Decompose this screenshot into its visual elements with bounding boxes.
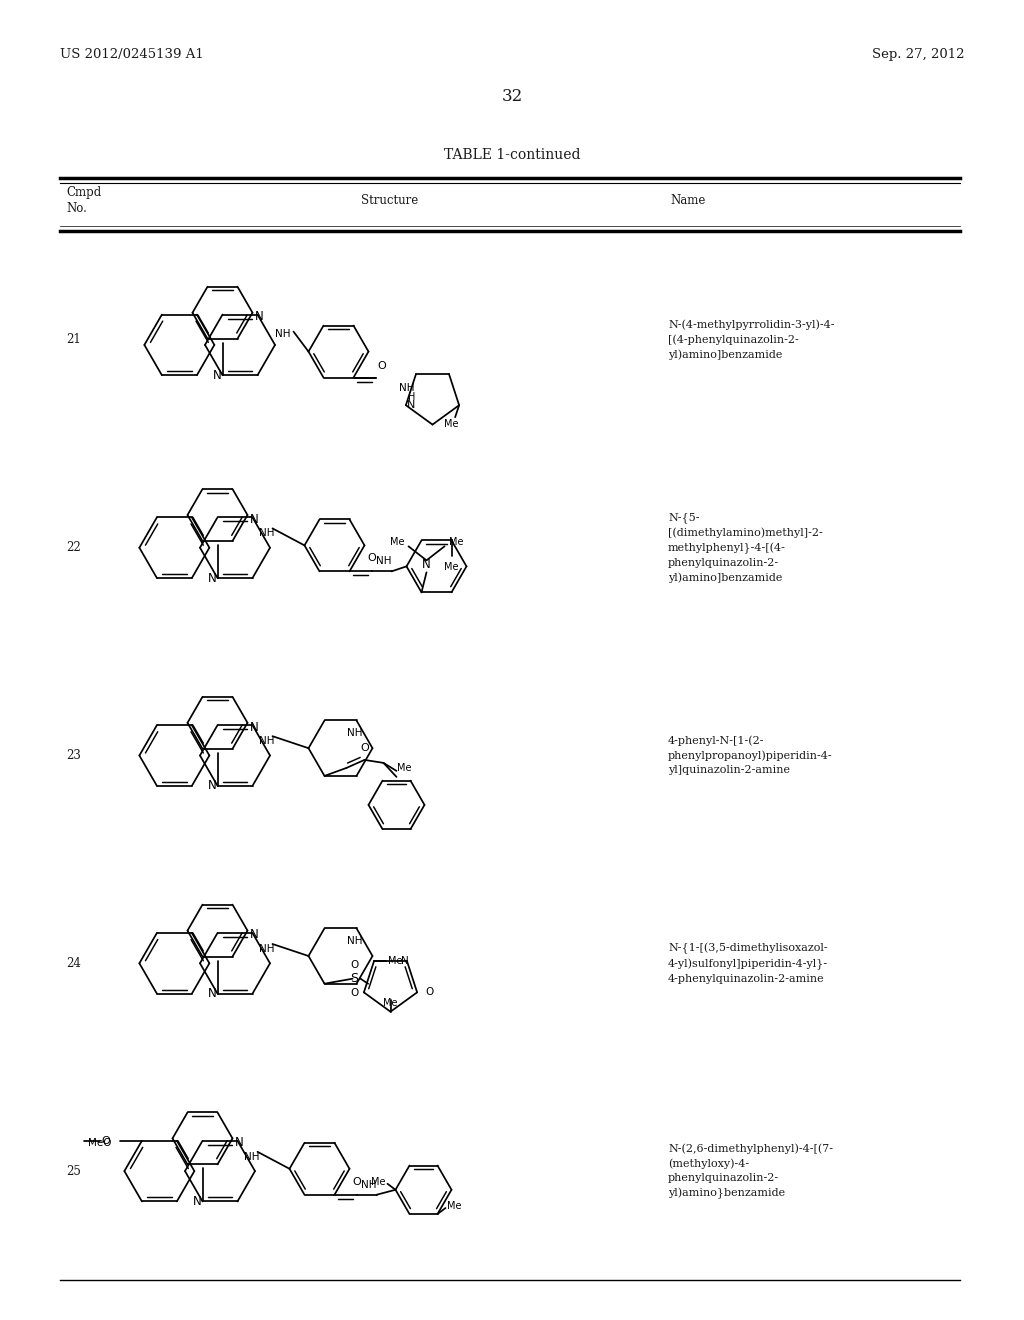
Text: NH: NH	[275, 329, 291, 339]
Text: Me: Me	[383, 998, 397, 1007]
Text: Me: Me	[397, 763, 412, 774]
Text: 23: 23	[66, 748, 81, 762]
Text: O: O	[101, 1135, 110, 1146]
Text: NH: NH	[360, 1180, 376, 1189]
Text: 24: 24	[66, 957, 81, 970]
Text: O: O	[350, 960, 358, 970]
Text: N: N	[255, 310, 264, 323]
Text: N: N	[213, 368, 222, 381]
Text: NH: NH	[376, 556, 391, 566]
Text: NH: NH	[259, 737, 275, 746]
Text: N: N	[250, 928, 259, 941]
Text: O: O	[368, 553, 376, 564]
Text: S: S	[350, 973, 358, 985]
Text: O: O	[425, 987, 433, 998]
Text: N: N	[422, 558, 431, 570]
Text: N: N	[208, 987, 217, 1001]
Text: NH: NH	[259, 528, 275, 539]
Text: Me: Me	[444, 562, 459, 573]
Text: O: O	[352, 1176, 360, 1187]
Text: NH: NH	[398, 383, 414, 392]
Text: N-{1-[(3,5-dimethylisoxazol-
4-yl)sulfonyl]piperidin-4-yl}-
4-phenylquinazolin-2: N-{1-[(3,5-dimethylisoxazol- 4-yl)sulfon…	[668, 942, 828, 983]
Text: US 2012/0245139 A1: US 2012/0245139 A1	[60, 48, 204, 61]
Text: N: N	[401, 956, 409, 966]
Text: Me: Me	[443, 420, 459, 429]
Text: Name: Name	[670, 194, 706, 207]
Text: Me: Me	[449, 537, 463, 548]
Text: 21: 21	[66, 334, 81, 346]
Text: TABLE 1-continued: TABLE 1-continued	[443, 148, 581, 162]
Text: 25: 25	[66, 1164, 81, 1177]
Text: N: N	[250, 513, 259, 525]
Text: N: N	[250, 721, 259, 734]
Text: Sep. 27, 2012: Sep. 27, 2012	[871, 48, 964, 61]
Text: Structure: Structure	[361, 194, 419, 207]
Text: No.: No.	[66, 202, 87, 215]
Text: N: N	[208, 572, 217, 585]
Text: Me: Me	[390, 537, 404, 548]
Text: O: O	[378, 360, 386, 371]
Text: Me: Me	[371, 1176, 385, 1187]
Text: Me: Me	[388, 956, 402, 966]
Text: H: H	[409, 392, 416, 403]
Text: NH: NH	[259, 944, 275, 954]
Text: Me: Me	[447, 1201, 462, 1210]
Text: N: N	[208, 779, 217, 792]
Text: O: O	[350, 987, 358, 998]
Text: 4-phenyl-N-[1-(2-
phenylpropanoyl)piperidin-4-
yl]quinazolin-2-amine: 4-phenyl-N-[1-(2- phenylpropanoyl)piperi…	[668, 735, 833, 775]
Text: Cmpd: Cmpd	[66, 186, 101, 199]
Text: N: N	[194, 1195, 202, 1208]
Text: NH: NH	[347, 936, 362, 946]
Text: NH: NH	[245, 1152, 260, 1162]
Text: N-(2,6-dimethylphenyl)-4-[(7-
(methyloxy)-4-
phenylquinazolin-2-
yl)amino}benzam: N-(2,6-dimethylphenyl)-4-[(7- (methyloxy…	[668, 1143, 833, 1199]
Text: N: N	[236, 1137, 244, 1150]
Text: NH: NH	[347, 729, 362, 738]
Text: N-(4-methylpyrrolidin-3-yl)-4-
[(4-phenylquinazolin-2-
yl)amino]benzamide: N-(4-methylpyrrolidin-3-yl)-4- [(4-pheny…	[668, 319, 835, 360]
Text: N: N	[407, 400, 415, 411]
Text: 32: 32	[502, 88, 522, 106]
Text: O: O	[360, 743, 369, 752]
Text: N-{5-
[(dimethylamino)methyl]-2-
methylphenyl}-4-[(4-
phenylquinazolin-2-
yl)ami: N-{5- [(dimethylamino)methyl]-2- methylp…	[668, 512, 822, 582]
Text: MeO: MeO	[88, 1138, 112, 1148]
Text: 22: 22	[66, 541, 81, 554]
